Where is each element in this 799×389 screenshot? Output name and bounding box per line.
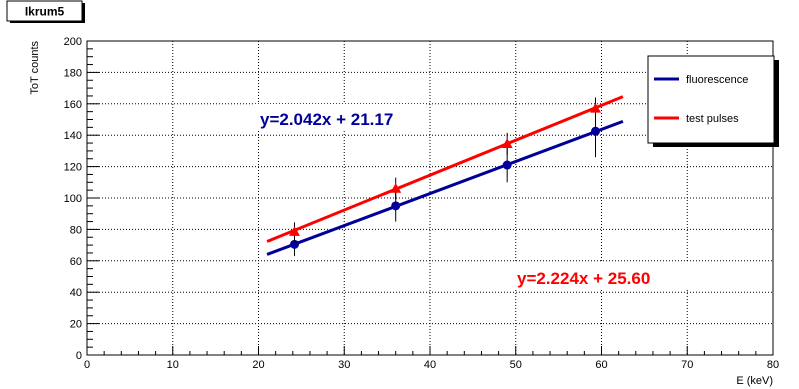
- x-tick-label: 20: [252, 359, 264, 371]
- fit-annotation-fluorescence-bg: [253, 104, 426, 131]
- y-tick-label: 60: [70, 256, 82, 268]
- x-axis: 0 10 20 30 40 50 60 70 80: [84, 346, 779, 371]
- fit-lines: [266, 95, 624, 256]
- data-point-test-pulses: [501, 138, 513, 148]
- y-tick-label: 80: [70, 224, 82, 236]
- y-tick-label: 200: [64, 36, 82, 48]
- x-tick-label: 0: [84, 359, 90, 371]
- x-tick-label: 80: [767, 359, 779, 371]
- y-axis-label: ToT counts: [29, 41, 41, 95]
- data-points: [289, 97, 601, 257]
- chart-title: Ikrum5: [25, 5, 65, 19]
- y-tick-label: 0: [76, 350, 82, 362]
- y-tick-label: 180: [64, 67, 82, 79]
- fit-equation-fluorescence: y=2.042x + 21.17: [260, 110, 393, 129]
- legend-label-test-pulses: test pulses: [686, 113, 739, 125]
- title-box: Ikrum5: [6, 0, 85, 23]
- x-tick-label: 60: [595, 359, 607, 371]
- fit-line-fluorescence: [266, 119, 624, 256]
- fit-line-test-pulses: [266, 95, 624, 243]
- data-point-test-pulses: [589, 103, 601, 113]
- y-tick-label: 140: [64, 130, 82, 142]
- title-box-frame: [6, 0, 83, 22]
- x-tick-label: 10: [167, 359, 179, 371]
- fit-annotation-fluorescence: y=2.042x + 21.17: [253, 104, 426, 131]
- x-tick-label: 70: [681, 359, 693, 371]
- grid: [87, 41, 773, 355]
- y-tick-label: 120: [64, 162, 82, 174]
- y-tick-label: 20: [70, 319, 82, 331]
- legend-frame: [647, 55, 775, 144]
- fit-annotation-test-pulses-bg: [511, 263, 691, 290]
- data-point-test-pulses: [390, 183, 402, 193]
- x-tick-label: 30: [338, 359, 350, 371]
- y-tick-label: 40: [70, 287, 82, 299]
- fit-equation-test-pulses: y=2.224x + 25.60: [517, 269, 650, 288]
- x-axis-label: E (keV): [736, 375, 773, 387]
- data-point-test-pulses: [289, 226, 301, 236]
- legend: fluorescence test pulses: [647, 55, 779, 147]
- x-tick-label: 40: [424, 359, 436, 371]
- y-tick-label: 100: [64, 193, 82, 205]
- x-tick-label: 50: [510, 359, 522, 371]
- y-axis: 0 20 40 60 80 100 120 140 160 180 200: [64, 36, 99, 362]
- fit-annotation-test-pulses: y=2.224x + 25.60: [511, 263, 691, 290]
- legend-label-fluorescence: fluorescence: [686, 74, 748, 86]
- y-tick-label: 160: [64, 99, 82, 111]
- data-point-fluorescence: [502, 160, 512, 170]
- data-point-fluorescence: [590, 126, 600, 136]
- data-point-fluorescence: [391, 201, 401, 211]
- data-point-fluorescence: [290, 239, 300, 249]
